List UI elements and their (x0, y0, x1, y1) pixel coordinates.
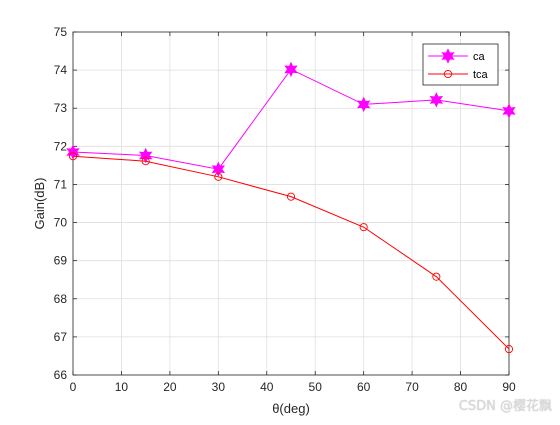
data-point-ca (66, 144, 80, 160)
data-point-ca (284, 61, 298, 78)
x-tick-label: 30 (212, 380, 226, 394)
data-point-tca (432, 272, 441, 281)
series-ca (66, 61, 516, 177)
y-tick-label: 68 (54, 292, 68, 306)
data-point-ca (138, 147, 153, 164)
data-point-ca (429, 92, 444, 108)
y-tick-label: 75 (54, 25, 68, 39)
watermark: CSDN @樱花飘 (458, 399, 552, 414)
axis-ticks: 0 10 20 30 40 50 60 70 80 90 66 67 68 69 70 71 72 73 74 75 (54, 25, 516, 394)
x-tick-label: 60 (357, 380, 371, 394)
legend-label: ca (473, 51, 486, 63)
data-point-tca (68, 152, 78, 161)
y-tick-label: 73 (54, 101, 68, 115)
legend-swatch-marker (443, 69, 453, 79)
data-point-ca (502, 103, 516, 119)
series-layer (66, 61, 516, 354)
x-tick-label: 70 (405, 380, 419, 394)
x-axis-label: θ(deg) (272, 401, 310, 416)
x-tick-label: 80 (454, 380, 468, 394)
data-point-ca (356, 96, 371, 113)
legend-item-tca: tca (428, 69, 489, 81)
data-point-tca (359, 223, 368, 232)
legend-swatch-marker (441, 48, 455, 64)
y-tick-label: 69 (54, 254, 68, 268)
legend: ca tca (422, 43, 499, 86)
x-tick-label: 40 (260, 380, 274, 394)
x-tick-label: 90 (502, 380, 516, 394)
y-tick-label: 72 (54, 139, 68, 153)
series-tca (68, 152, 514, 354)
y-tick-label: 70 (54, 216, 68, 230)
data-point-ca (211, 161, 226, 177)
y-tick-label: 67 (54, 330, 68, 344)
x-tick-label: 0 (70, 380, 77, 394)
data-point-tca (214, 172, 223, 181)
legend-box (422, 43, 499, 86)
legend-item-ca: ca (428, 48, 486, 64)
y-tick-label: 71 (54, 177, 68, 191)
x-tick-label: 50 (309, 380, 323, 394)
y-axis-label: Gain(dB) (32, 177, 47, 229)
y-tick-label: 74 (54, 63, 68, 77)
data-point-tca (504, 345, 514, 354)
data-point-tca (286, 192, 296, 201)
legend-label: tca (473, 69, 489, 81)
series-line-tca (72, 155, 510, 350)
x-tick-label: 10 (115, 380, 129, 394)
y-tick-label: 66 (54, 368, 68, 382)
plot-area-frame (72, 31, 510, 376)
data-point-tca (141, 157, 150, 166)
x-tick-label: 20 (163, 380, 177, 394)
